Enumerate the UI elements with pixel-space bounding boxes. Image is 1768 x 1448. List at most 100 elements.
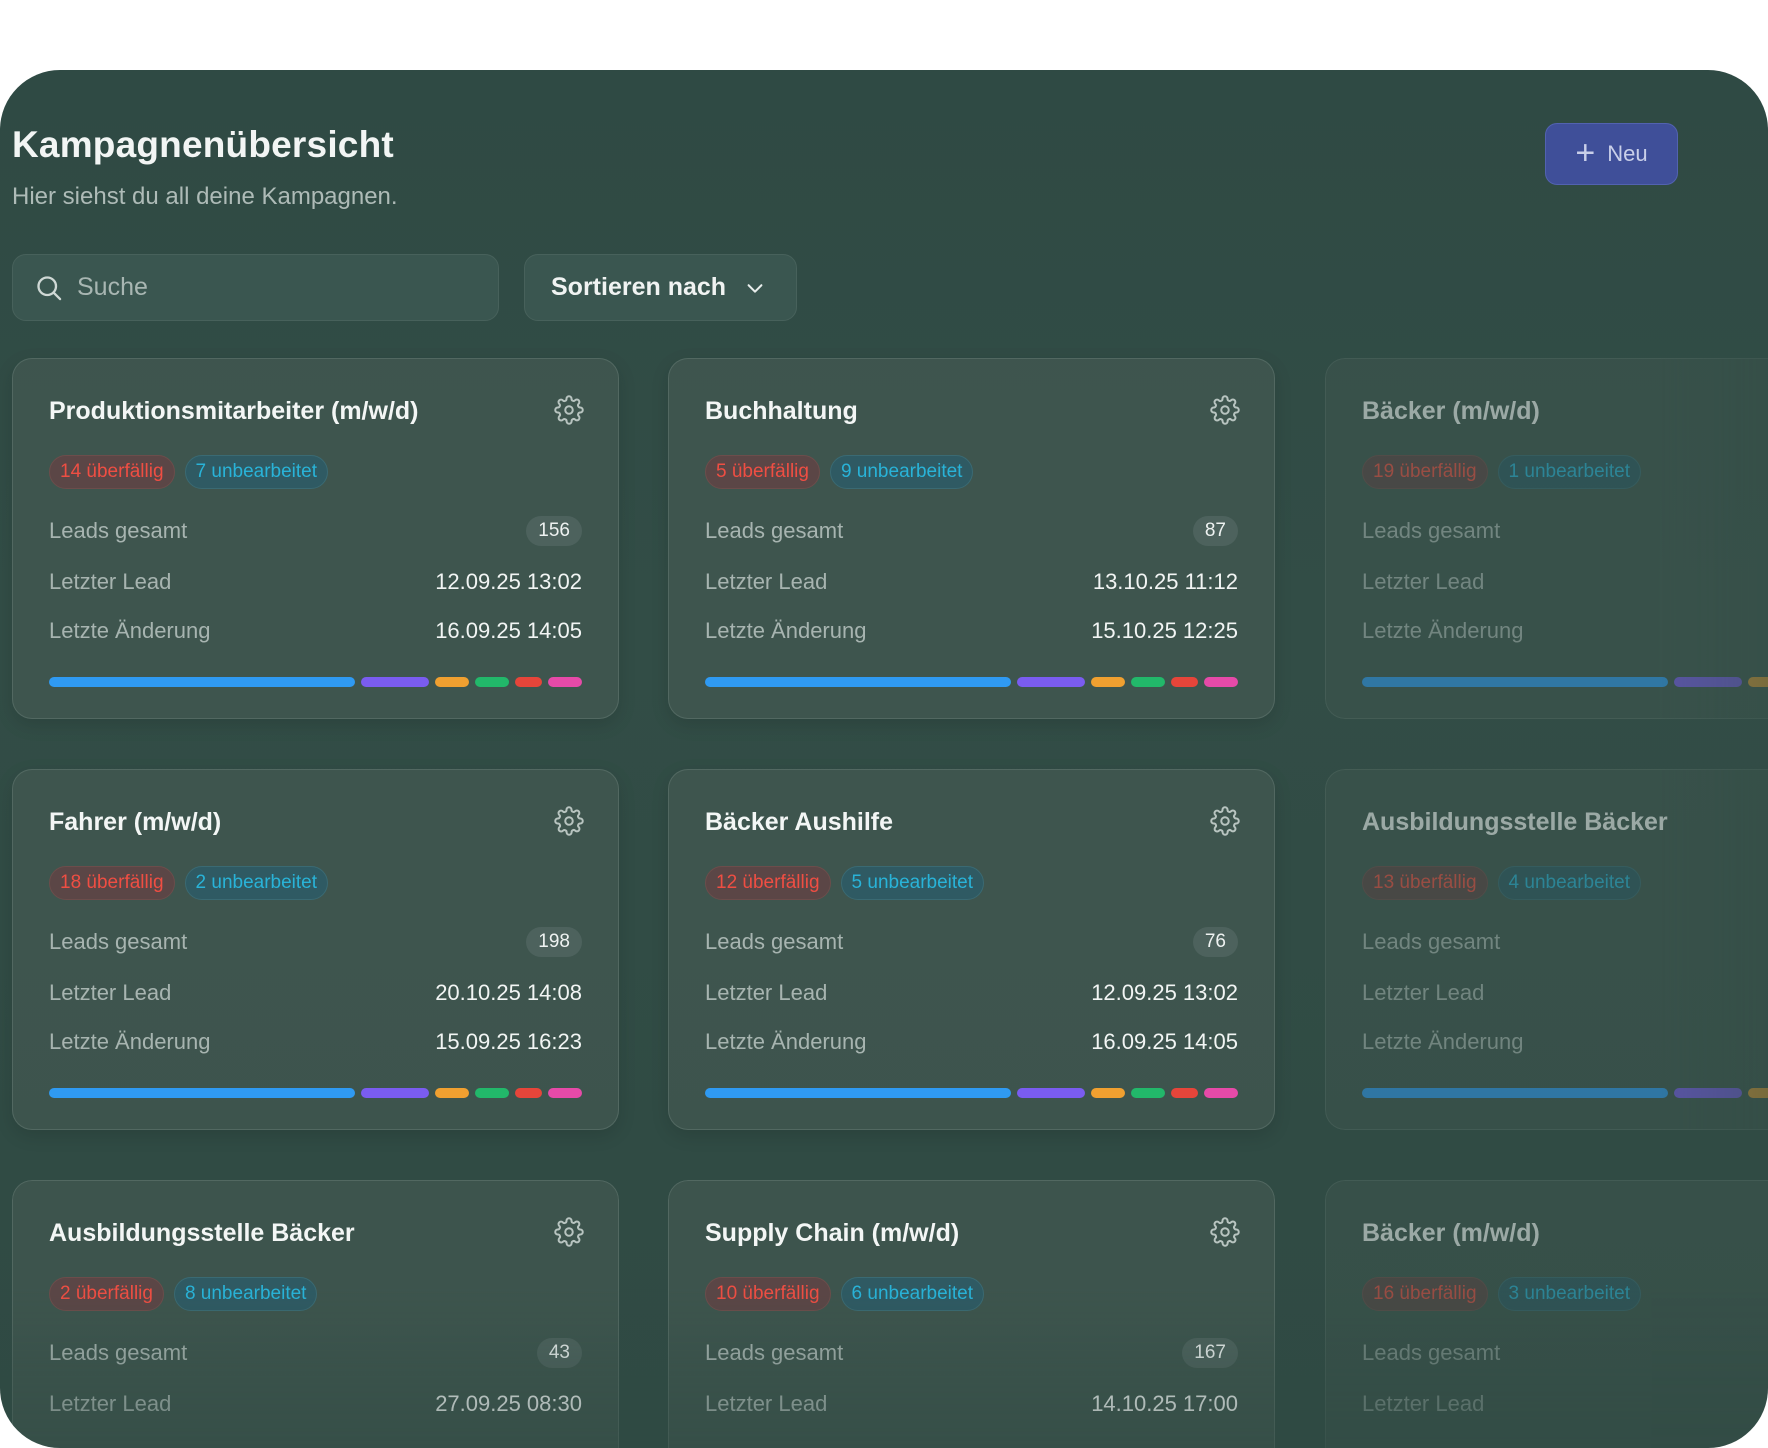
- gear-icon[interactable]: [1210, 1217, 1240, 1247]
- pipeline-segment: [1090, 1088, 1125, 1098]
- pipeline-segment: [1170, 1088, 1198, 1098]
- last-lead-row: Letzter Lead 1: [1362, 564, 1768, 600]
- campaign-card[interactable]: Supply Chain (m/w/d) 10 überfällig 6 unb…: [668, 1180, 1275, 1448]
- gear-icon[interactable]: [554, 1217, 584, 1247]
- overdue-badge[interactable]: 14 überfällig: [49, 455, 175, 489]
- pipeline-segment: [360, 1088, 429, 1098]
- pipeline-segment: [49, 677, 355, 687]
- overdue-badge[interactable]: 10 überfällig: [705, 1277, 831, 1311]
- last-lead-row: Letzter Lead 12.09.25 13:02: [49, 564, 582, 600]
- pipeline-progress-bar: [705, 1088, 1238, 1098]
- unprocessed-badge[interactable]: 7 unbearbeitet: [184, 455, 329, 489]
- leads-total-row: Leads gesamt 76: [705, 924, 1238, 960]
- unprocessed-badge[interactable]: 8 unbearbeitet: [173, 1277, 318, 1311]
- leads-total-label: Leads gesamt: [705, 1340, 844, 1365]
- pipeline-progress-bar: [49, 1088, 582, 1098]
- pipeline-segment: [1016, 677, 1085, 687]
- pipeline-segment: [514, 677, 542, 687]
- pipeline-segment: [360, 677, 429, 687]
- campaign-card[interactable]: Bäcker (m/w/d) 16 überfällig 3 unbearbei…: [1325, 1180, 1768, 1448]
- unprocessed-badge[interactable]: 3 unbearbeitet: [1497, 1277, 1642, 1311]
- campaign-title: Buchhaltung: [705, 397, 858, 425]
- last-change-row: Letzte Änderung: [1362, 1024, 1768, 1060]
- pipeline-segment: [514, 1088, 542, 1098]
- last-lead-value: 20.10.25 14:08: [435, 980, 582, 1005]
- status-badges: 18 überfällig 2 unbearbeitet: [49, 866, 329, 900]
- last-change-label: Letzte Änderung: [705, 618, 867, 643]
- pipeline-segment: [1747, 1088, 1768, 1098]
- last-lead-row: Letzter Lead 12.09.25 13:02: [705, 975, 1238, 1011]
- leads-total-count: 198: [526, 927, 582, 957]
- status-badges: 12 überfällig 5 unbearbeitet: [705, 866, 985, 900]
- unprocessed-badge[interactable]: 1 unbearbeitet: [1497, 455, 1642, 489]
- pipeline-progress-bar: [49, 677, 582, 687]
- pipeline-progress-bar: [1362, 677, 1768, 687]
- pipeline-segment: [49, 1088, 355, 1098]
- overdue-badge[interactable]: 13 überfällig: [1362, 866, 1488, 900]
- new-button-label: Neu: [1607, 141, 1648, 166]
- gear-icon[interactable]: [1210, 395, 1240, 425]
- leads-total-row: Leads gesamt: [1362, 924, 1768, 960]
- status-badges: 5 überfällig 9 unbearbeitet: [705, 455, 974, 489]
- overdue-badge[interactable]: 16 überfällig: [1362, 1277, 1488, 1311]
- pipeline-segment: [1170, 677, 1198, 687]
- gear-icon[interactable]: [554, 395, 584, 425]
- campaign-card[interactable]: Bäcker (m/w/d) 19 überfällig 1 unbearbei…: [1325, 358, 1768, 719]
- campaign-card[interactable]: Bäcker Aushilfe 12 überfällig 5 unbearbe…: [668, 769, 1275, 1130]
- unprocessed-badge[interactable]: 5 unbearbeitet: [840, 866, 985, 900]
- unprocessed-badge[interactable]: 4 unbearbeitet: [1497, 866, 1642, 900]
- search-input[interactable]: [77, 273, 457, 302]
- leads-total-label: Leads gesamt: [1362, 518, 1501, 543]
- overdue-badge[interactable]: 18 überfällig: [49, 866, 175, 900]
- last-lead-label: Letzter Lead: [49, 980, 172, 1005]
- leads-total-row: Leads gesamt 167: [705, 1335, 1238, 1371]
- search-field[interactable]: [12, 254, 499, 321]
- leads-total-count: 43: [536, 1338, 582, 1368]
- leads-total-row: Leads gesamt: [1362, 1335, 1768, 1371]
- pipeline-segment: [1016, 1088, 1085, 1098]
- campaign-card[interactable]: Produktionsmitarbeiter (m/w/d) 14 überfä…: [12, 358, 619, 719]
- last-change-row: Letzte Änderung 1: [1362, 613, 1768, 649]
- sort-dropdown[interactable]: Sortieren nach: [524, 254, 797, 321]
- leads-total-row: Leads gesamt 198: [49, 924, 582, 960]
- last-lead-value: 27.09.25 08:30: [435, 1391, 582, 1416]
- pipeline-segment: [1362, 677, 1668, 687]
- unprocessed-badge[interactable]: 6 unbearbeitet: [840, 1277, 985, 1311]
- last-change-row: Letzte Änderung 16.09.25 14:05: [705, 1024, 1238, 1060]
- gear-icon[interactable]: [1210, 806, 1240, 836]
- last-change-label: Letzte Änderung: [49, 1029, 211, 1054]
- pipeline-segment: [705, 677, 1011, 687]
- last-lead-value: 14.10.25 17:00: [1091, 1391, 1238, 1416]
- campaign-card[interactable]: Ausbildungsstelle Bäcker 2 überfällig 8 …: [12, 1180, 619, 1448]
- campaign-card[interactable]: Fahrer (m/w/d) 18 überfällig 2 unbearbei…: [12, 769, 619, 1130]
- leads-total-row: Leads gesamt 156: [49, 513, 582, 549]
- gear-icon[interactable]: [554, 806, 584, 836]
- last-change-row: Letzte Änderung 15.10.25 12:25: [705, 613, 1238, 649]
- pipeline-segment: [1204, 1088, 1238, 1098]
- leads-total-count: 156: [526, 516, 582, 546]
- overdue-badge[interactable]: 12 überfällig: [705, 866, 831, 900]
- pipeline-segment: [1747, 677, 1768, 687]
- campaign-card[interactable]: Buchhaltung 5 überfällig 9 unbearbeitet …: [668, 358, 1275, 719]
- sort-label: Sortieren nach: [551, 273, 727, 301]
- leads-total-label: Leads gesamt: [49, 518, 188, 543]
- overdue-badge[interactable]: 19 überfällig: [1362, 455, 1488, 489]
- campaign-title: Ausbildungsstelle Bäcker: [49, 1219, 355, 1247]
- unprocessed-badge[interactable]: 9 unbearbeitet: [829, 455, 974, 489]
- status-badges: 16 überfällig 3 unbearbeitet: [1362, 1277, 1642, 1311]
- overdue-badge[interactable]: 2 überfällig: [49, 1277, 164, 1311]
- last-lead-label: Letzter Lead: [705, 1391, 828, 1416]
- last-lead-label: Letzter Lead: [1362, 569, 1485, 594]
- last-change-value: 16.09.25 14:05: [1091, 1029, 1238, 1054]
- last-change-value: 15.10.25 12:25: [1091, 618, 1238, 643]
- campaign-title: Bäcker (m/w/d): [1362, 397, 1540, 425]
- unprocessed-badge[interactable]: 2 unbearbeitet: [184, 866, 329, 900]
- overdue-badge[interactable]: 5 überfällig: [705, 455, 820, 489]
- new-campaign-button[interactable]: + Neu: [1545, 123, 1678, 185]
- last-lead-value: 12.09.25 13:02: [1091, 980, 1238, 1005]
- leads-total-label: Leads gesamt: [49, 929, 188, 954]
- last-change-label: Letzte Änderung: [1362, 1029, 1524, 1054]
- leads-total-row: Leads gesamt: [1362, 513, 1768, 549]
- last-change-label: Letzte Änderung: [49, 618, 211, 643]
- campaign-card[interactable]: Ausbildungsstelle Bäcker 13 überfällig 4…: [1325, 769, 1768, 1130]
